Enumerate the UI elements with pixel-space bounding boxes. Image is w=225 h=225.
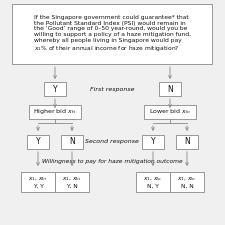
Text: Willingness to pay for haze mitigation outcome: Willingness to pay for haze mitigation o… [42,158,182,164]
Text: First response: First response [90,86,134,92]
Bar [176,135,198,149]
Text: $x_1$, $x_{hi}$
Y, Y: $x_1$, $x_{hi}$ Y, Y [28,175,48,189]
Text: N: N [69,137,75,146]
Text: Higher bid $x_{hi}$: Higher bid $x_{hi}$ [33,108,77,117]
Text: $x_1$, $x_{lo}$
N, Y: $x_1$, $x_{lo}$ N, Y [144,175,162,189]
Text: N: N [167,85,173,94]
Bar [170,172,204,192]
Text: If the Singapore government could guarantee* that
the Pollutant Standard Index (: If the Singapore government could guaran… [34,15,191,53]
Text: Y: Y [151,137,155,146]
Bar [136,172,170,192]
Bar [44,82,66,96]
Bar [142,135,164,149]
Bar [61,135,83,149]
Text: Y: Y [53,85,57,94]
Bar [21,172,55,192]
Bar [12,4,212,64]
Bar [144,105,196,119]
Text: Second response: Second response [85,140,139,144]
Text: Lower bid $x_{lo}$: Lower bid $x_{lo}$ [149,108,191,117]
Text: N: N [184,137,190,146]
Bar [27,135,49,149]
Bar [159,82,181,96]
Bar [29,105,81,119]
Text: $x_1$, $x_{lo}$
N, N: $x_1$, $x_{lo}$ N, N [178,175,197,189]
Text: Y: Y [36,137,40,146]
Bar [55,172,89,192]
Text: $x_1$, $x_{hi}$
Y, N: $x_1$, $x_{hi}$ Y, N [62,175,82,189]
